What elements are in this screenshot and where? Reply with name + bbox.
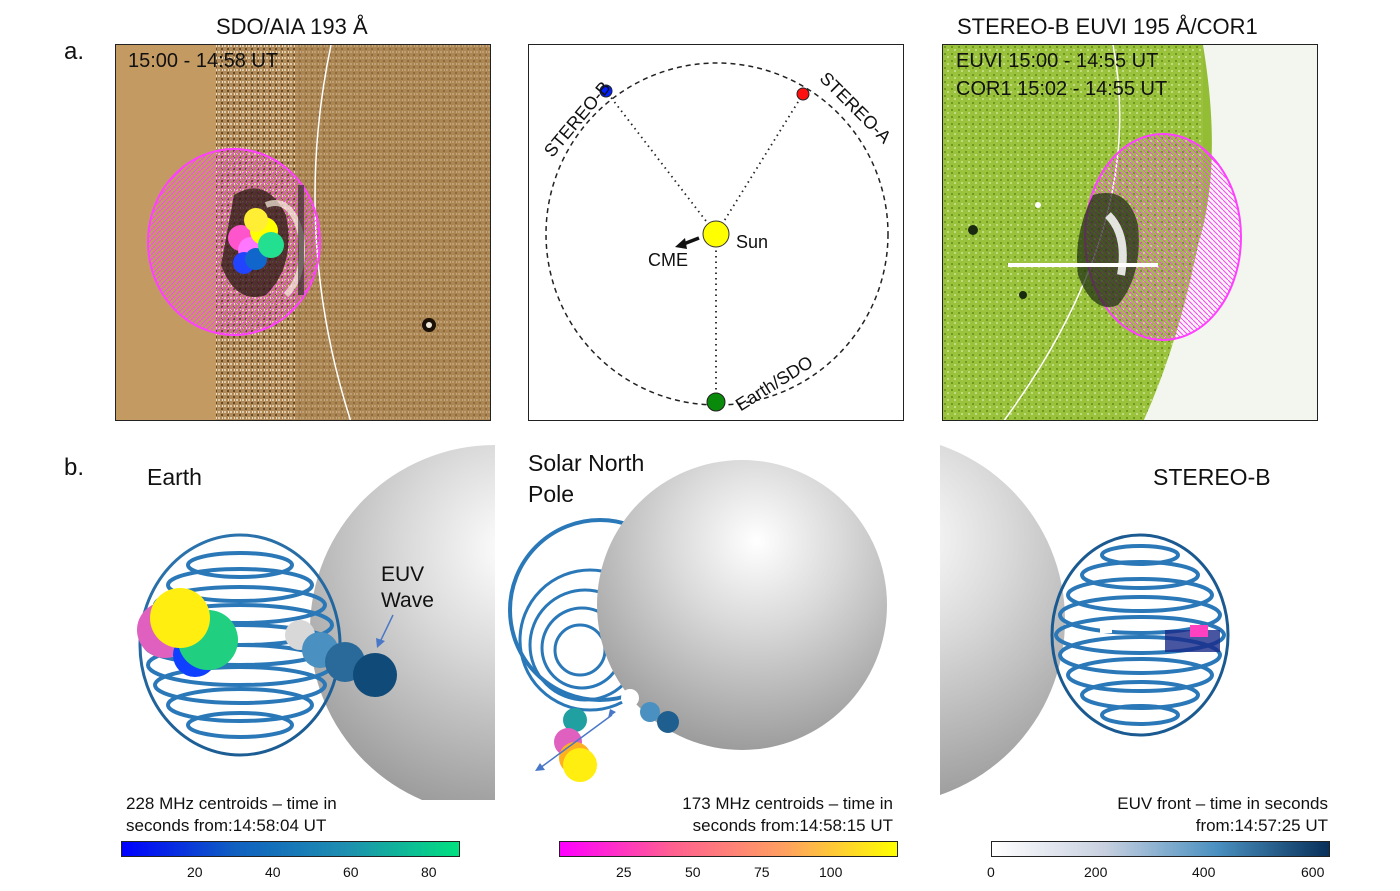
euv-wave-line2: Wave [381, 589, 434, 612]
colorbar-228-label-line1: 228 MHz centroids – time in [126, 794, 337, 813]
earth-marker [706, 392, 726, 412]
stereo-b-title: STEREO-B EUVI 195 Å/COR1 [957, 14, 1258, 39]
north-pole-view-label: Solar North Pole [528, 448, 644, 510]
colorbar-228-tick: 20 [187, 864, 203, 880]
sun-marker [702, 220, 730, 248]
sun-label: Sun [736, 232, 769, 252]
colorbar-228-tick: 60 [343, 864, 359, 880]
colorbar-euv [991, 841, 1330, 857]
geometry-diagram-graphic [545, 62, 889, 412]
colorbar-euv-label-line2: from:14:57:25 UT [1195, 816, 1328, 835]
colorbar-euv-tick: 200 [1084, 864, 1108, 880]
north-pole-line2: Pole [528, 481, 575, 507]
earth-orbit [545, 62, 889, 406]
geometry-diagram [528, 44, 904, 421]
colorbar-173-tick: 100 [819, 864, 843, 880]
euv-wave-label: EUV Wave [381, 562, 434, 614]
stereo-b-view-label: STEREO-B [1153, 464, 1271, 490]
euv-wave-line1: EUV [381, 563, 425, 586]
aia-image-graphic [116, 45, 490, 420]
colorbar-228 [121, 841, 460, 857]
colorbar-173-tick: 50 [685, 864, 701, 880]
colorbar-173-label-line1: 173 MHz centroids – time in [682, 794, 893, 813]
colorbar-173 [559, 841, 898, 857]
panel-b-label: b. [64, 454, 85, 481]
panel-b-graphic [137, 445, 1230, 800]
cme-label: CME [648, 250, 688, 270]
colorbar-228-tick: 80 [421, 864, 437, 880]
colorbar-173-label: 173 MHz centroids – time in seconds from… [640, 793, 893, 837]
colorbar-euv-tick: 400 [1192, 864, 1216, 880]
colorbar-euv-label: EUV front – time in seconds from:14:57:2… [1060, 793, 1328, 837]
aia-image [115, 44, 491, 421]
colorbar-228-label-line2: seconds from:14:58:04 UT [126, 816, 327, 835]
cor1-time: COR1 15:02 - 14:55 UT [956, 78, 1168, 100]
stereo-b-image-graphic [943, 45, 1317, 420]
colorbar-173-tick: 25 [616, 864, 632, 880]
colorbar-euv-tick: 0 [987, 864, 995, 880]
colorbar-173-tick: 75 [754, 864, 770, 880]
aia-time: 15:00 - 14:58 UT [128, 50, 279, 72]
earth-view-3d [137, 445, 495, 800]
north-pole-line1: Solar North [528, 450, 645, 476]
colorbar-228-label: 228 MHz centroids – time in seconds from… [126, 793, 337, 837]
north-pole-view-3d [508, 460, 887, 782]
colorbar-228-tick: 40 [265, 864, 281, 880]
colorbar-euv-tick: 600 [1301, 864, 1325, 880]
stereo-b-view-3d [940, 445, 1230, 795]
earth-view-label: Earth [147, 464, 202, 490]
aia-title: SDO/AIA 193 Å [216, 14, 368, 39]
stereo-a-marker [796, 87, 810, 101]
colorbar-173-label-line2: seconds from:14:58:15 UT [692, 816, 893, 835]
panel-a-label: a. [64, 38, 85, 65]
stereo-b-image [942, 44, 1318, 421]
colorbar-euv-label-line1: EUV front – time in seconds [1117, 794, 1328, 813]
euvi-time: EUVI 15:00 - 14:55 UT [956, 50, 1159, 72]
stereo-b-marker [599, 84, 613, 98]
